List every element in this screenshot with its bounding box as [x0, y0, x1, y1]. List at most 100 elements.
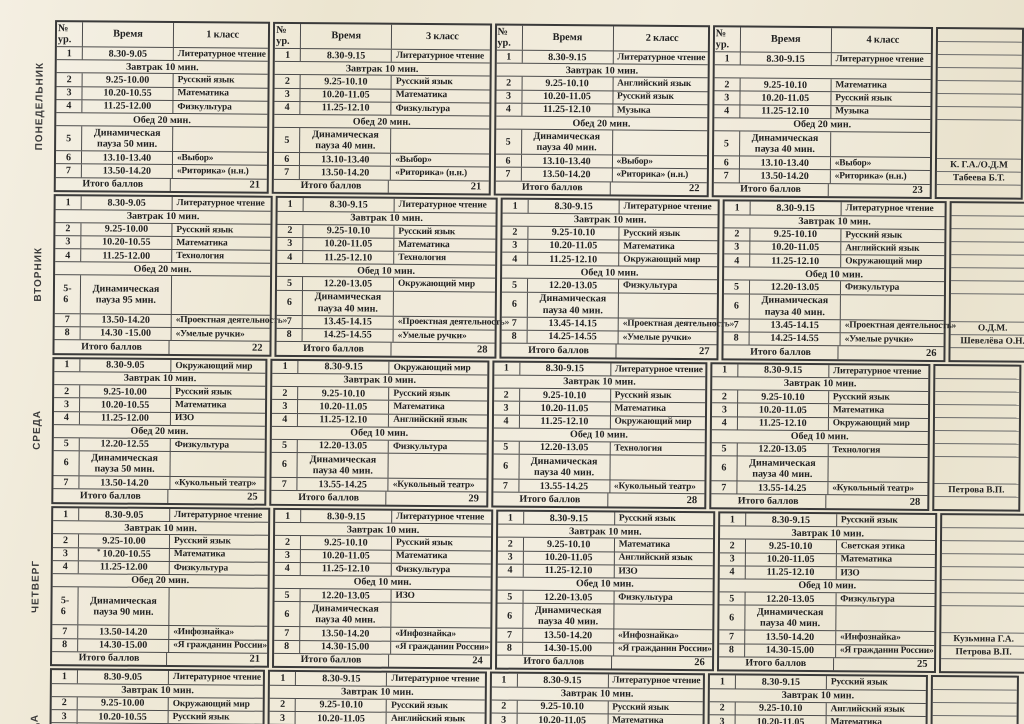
class-schedule-group: 1 8.30-9.15 Литературное чтение Завтрак 10 … [709, 362, 931, 511]
lesson-time-cell: 8.30-9.15 [298, 360, 390, 374]
teacher-cell [951, 228, 1024, 243]
lesson-number-cell: 4 [272, 413, 299, 426]
lesson-number-cell: 6 [501, 292, 528, 317]
lesson-subject-cell: «Проектная деятельность» [175, 315, 288, 327]
lesson-subject-cell: Английский язык [830, 703, 905, 715]
lesson-time-cell: 9.25-10.00 [82, 73, 174, 87]
lesson-subject-cell: «Умелые ручки» [175, 328, 245, 340]
total-label: Итого баллов [711, 494, 827, 509]
lesson-subject-cell [619, 293, 717, 318]
lesson-time-cell: 8.30-9.15 [528, 200, 620, 214]
total-label: Итого баллов [54, 340, 170, 354]
lesson-number-cell: 5 [713, 131, 741, 156]
total-score: 26 [925, 347, 937, 359]
lesson-subject-cell: «Риторика» (н.н.) [616, 169, 689, 181]
lesson-time-cell: 8.30-9.15 [301, 510, 393, 523]
lesson-number-cell: 5 [711, 443, 738, 456]
class-schedule-group: № ур. Время 3 класс 1 8.30-9.15 Литературное … [271, 21, 492, 196]
lesson-time-cell: 12.20-13.05 [749, 281, 842, 294]
lesson-number-cell: 7 [274, 627, 301, 640]
pause-row: 5- 6 Динамическая пауза 95 мин. [54, 274, 271, 315]
day-block: ЧЕТВЕРГ 1 8.30-9.05 Литературное чтение Завт… [23, 506, 1024, 675]
lesson-subject-cell: «Проектная деятельность» [622, 319, 735, 330]
lesson-time-cell: 13.45-14.15 [749, 319, 841, 333]
lesson-subject-cell: Окружающий мир [175, 360, 253, 372]
lesson-time-cell: Динамическая пауза 40 мин. [300, 128, 392, 153]
lesson-subject-cell: Математика [612, 715, 664, 724]
lesson-subject-cell: Физкультура [392, 441, 448, 452]
lesson-time-cell: 9.25-10.10 [750, 228, 842, 242]
pause-row: 6 Динамическая пауза 40 мин. [271, 451, 487, 479]
teacher-column: Кузьмина Г.А.Табеева Б.Т. [929, 675, 1019, 724]
class-schedule-group: 1 8.30-9.15 Литературное чтение Завтрак 10 … [499, 197, 734, 361]
lesson-subject-cell: Технология [832, 444, 881, 456]
day-label-column: СРЕДА [24, 357, 49, 504]
teacher-cell [942, 566, 1024, 580]
lesson-subject-cell [173, 127, 267, 152]
lesson-number-cell: 8 [276, 328, 303, 342]
total-row: Итого баллов 21 [55, 176, 268, 193]
lesson-number-cell: 3 [495, 90, 523, 103]
lesson-time-cell: 14.30-15.00 [300, 640, 392, 654]
header-class-name: 1 класс [206, 29, 239, 41]
lesson-time-cell: 9.25-10.10 [745, 539, 837, 553]
lesson-subject-cell: Математика [175, 400, 227, 411]
pause-row: 5- 6 Динамическая пауза 90 мин. [52, 586, 268, 627]
teacher-cell [937, 119, 1022, 160]
teacher-cell [950, 346, 1024, 361]
header-class-name: 4 класс [866, 34, 900, 46]
teacher-cell: К. Г.А./О.Д.М [936, 158, 1022, 173]
teacher-column: Петрова В.П. [932, 363, 1022, 512]
lesson-number-cell: 3 [272, 400, 299, 413]
header-class-name: 3 класс [425, 31, 459, 43]
lesson-subject-cell: Литературное чтение [614, 364, 703, 375]
column-header-row: № ур. Время 3 класс [275, 23, 489, 50]
lesson-time-cell: 11.25-12.10 [750, 254, 842, 268]
lesson-time-cell: 8.30-9.15 [745, 513, 837, 527]
lesson-subject-cell: Окружающий мир [397, 279, 476, 290]
lesson-number-cell: 3 [493, 401, 520, 415]
lesson-time-cell: 8.30-9.15 [735, 675, 827, 689]
class-schedule-group: № ур. Время 2 класс 1 8.30-9.15 Литературное … [493, 23, 710, 198]
lesson-row: 3 10.20-11.05 Математика [709, 714, 926, 724]
lesson-time-cell: 13.10-13.40 [521, 154, 613, 168]
lesson-number-cell: 4 [274, 562, 301, 575]
lesson-subject-cell: ИЗО [618, 566, 638, 577]
lesson-subject-cell: Физкультура [844, 282, 900, 294]
lesson-subject-cell: ИЗО [840, 567, 860, 579]
lesson-time-cell: 10.20-11.05 [745, 553, 837, 567]
lesson-time-cell: 9.25-10.00 [81, 223, 173, 236]
lesson-number-cell: 2 [497, 537, 524, 551]
teacher-cell [935, 366, 1019, 379]
total-row: Итого баллов 28 [492, 491, 705, 508]
lesson-time-cell: 9.25-10.10 [517, 700, 609, 714]
lesson-number-cell: 6 [53, 451, 80, 476]
lesson-time-cell: Динамическая пауза 40 мин. [521, 129, 613, 155]
teacher-cell [935, 377, 1020, 392]
lesson-subject-cell [391, 603, 490, 628]
lesson-time-cell: 13.50-14.20 [300, 627, 392, 641]
lesson-time-cell: 10.20-11.05 [737, 403, 829, 417]
teacher-cell [932, 689, 1017, 704]
lesson-time-cell: 9.25-10.00 [80, 385, 172, 399]
lesson-subject-cell: Физкультура [840, 594, 895, 605]
total-score: 28 [686, 494, 698, 506]
teacher-cell [951, 267, 1024, 282]
lesson-number-cell: 1 [493, 362, 520, 375]
lesson-subject-cell: «Я гражданин России» [839, 645, 934, 657]
lesson-subject-cell [610, 456, 704, 481]
lesson-subject-cell: Литературное чтение [617, 52, 706, 64]
total-row: Итого баллов 28 [276, 340, 495, 357]
day-label-column: ПЯТНИЦА [22, 668, 47, 724]
total-label: Итого баллов [718, 657, 834, 671]
lesson-subject-cell: «Я гражданин России» [617, 643, 712, 655]
lesson-number-cell: 6 [274, 602, 301, 627]
lesson-number-cell: 7 [492, 479, 519, 493]
pause-row: 6 Динамическая пауза 40 мин. [497, 602, 713, 630]
total-label: Итого баллов [52, 651, 168, 666]
teacher-cell [935, 390, 1020, 405]
lesson-time-cell: Динамическая пауза 40 мин. [749, 294, 841, 319]
lesson-number-cell: 7 [501, 317, 528, 330]
lesson-number-cell: 3 [51, 710, 78, 723]
lesson-subject-cell: Физкультура [622, 280, 678, 292]
